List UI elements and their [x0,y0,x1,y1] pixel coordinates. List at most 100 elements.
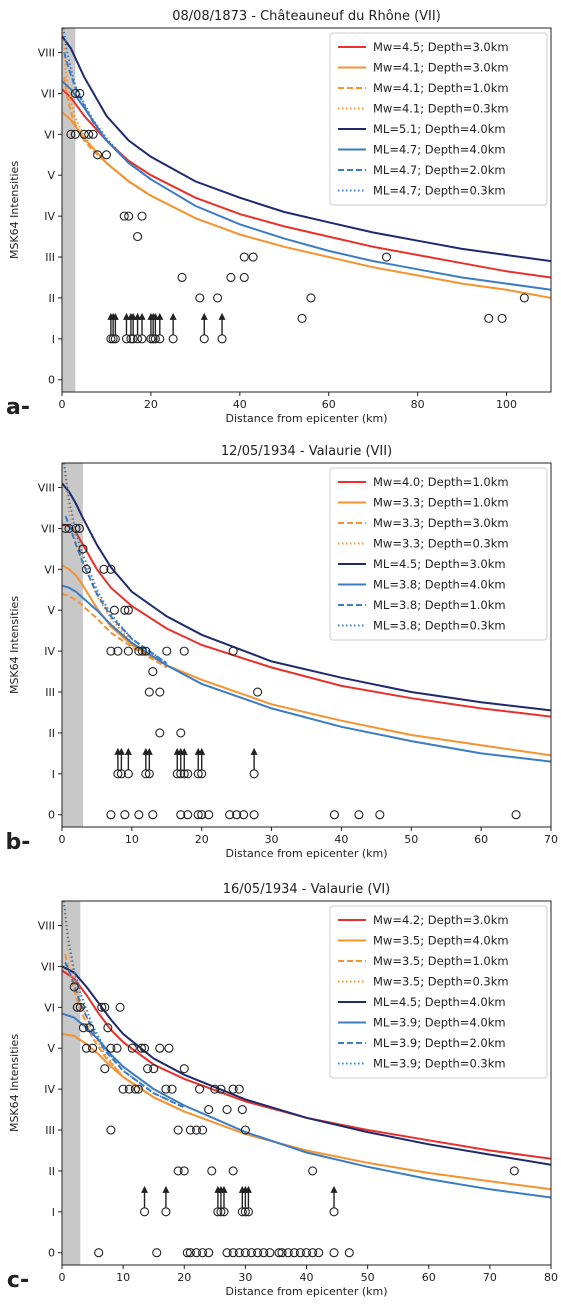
observation-point [297,313,307,323]
observation-point [64,523,74,533]
series-line-6 [62,584,551,763]
series-line-6 [62,1012,551,1199]
censored-arrow-head [250,747,258,755]
observation-point [182,1248,192,1258]
observation-point [130,1084,140,1094]
series-line-1 [62,88,551,279]
observation-point [124,1084,134,1094]
legend-label-3: Mw=3.5; Depth=1.0km [373,954,509,968]
censored-arrow-head [200,312,208,320]
observation-point [354,810,364,820]
legend-label-7: ML=4.7; Depth=2.0km [373,163,506,177]
observation-point [511,810,521,820]
legend: Mw=4.2; Depth=3.0km Mw=3.5; Depth=4.0km Mw… [329,905,548,1079]
observation-point [106,646,116,656]
y-tick-label: VII [41,522,55,535]
observation-point [265,1248,275,1258]
legend-label-5: ML=4.5; Depth=4.0km [373,995,506,1009]
y-tick-label: IV [44,210,55,223]
observation-point [228,1166,238,1176]
chart-panel-2: 12/05/1934 - Valaurie (VII) Distance from… [6,444,558,860]
series-line-3 [62,592,168,669]
observation-point [71,523,81,533]
legend-label-6: ML=3.8; Depth=4.0km [373,578,506,592]
censored-arrow-head [134,312,142,320]
x-tick-label: 70 [483,1271,497,1284]
observation-point [94,1248,104,1258]
observation-point [79,129,89,139]
observation-point [207,1166,217,1176]
observation-point [497,313,507,323]
observation-point [137,646,147,656]
observation-point [123,605,133,615]
observation-point [344,1248,354,1258]
series-line-8 [63,463,168,665]
chart-panel-3: 16/05/1934 - Valaurie (VI) Distance from … [7,882,558,1298]
x-tick-label: 50 [404,833,418,846]
plot-frame [61,900,552,1266]
y-tick-label: III [45,251,55,264]
series-line-6 [62,80,551,291]
observation-point [69,982,79,992]
legend-label-3: Mw=3.3; Depth=3.0km [373,516,509,530]
y-tick-label: VI [44,563,55,576]
y-tick-label: V [47,604,55,617]
series-line-5 [62,35,551,263]
observations-group [69,982,519,1258]
censored-arrow-head [330,1185,338,1193]
observation-point [148,810,158,820]
shaded-band [62,463,83,827]
censored-arrow-head [162,1185,170,1193]
observation-point [136,1043,147,1053]
censored-arrow-head [244,1185,252,1193]
legend-label-8: ML=4.7; Depth=0.3km [373,184,506,198]
x-tick-label: 100 [496,398,517,411]
observation-point [185,1125,195,1135]
observation-point [216,1084,226,1094]
observation-point [240,1248,250,1258]
observation-point [228,1084,238,1094]
x-tick-label: 40 [233,398,247,411]
observation-point [248,252,258,262]
observation-point [97,1002,107,1012]
observation-point [222,1105,232,1115]
observation-point [88,1043,98,1053]
observation-point [194,1084,205,1094]
curves-group [62,28,551,299]
observation-point [173,1166,183,1176]
censored-arrow-head [124,747,132,755]
censored-point [249,769,259,779]
y-tick-label: II [49,1165,56,1178]
observation-point [127,1043,137,1053]
observation-point [119,211,129,221]
legend-label-4: Mw=3.3; Depth=0.3km [373,537,509,551]
observation-point [234,1248,244,1258]
observation-point [253,1248,263,1258]
observation-point [66,129,76,139]
legend-label-1: Mw=4.2; Depth=3.0km [373,913,509,927]
x-tick-label: 30 [238,1271,252,1284]
observation-point [183,769,193,779]
observation-point [185,1248,195,1258]
observation-point [155,1043,165,1053]
observation-point [274,1248,284,1258]
y-tick-label: II [49,727,56,740]
observation-point [509,1166,519,1176]
y-tick-label: I [52,333,55,346]
y-tick-label: III [45,686,55,699]
observation-point [375,810,385,820]
x-tick-label: 30 [265,833,279,846]
observation-point [88,129,98,139]
x-axis-label: Distance from epicenter (km) [225,847,387,860]
chart-panel-1: 08/08/1873 - Châteauneuf du Rhône (VII) D… [6,9,552,425]
y-tick-label: 0 [48,374,55,387]
x-tick-label: 0 [59,398,66,411]
censored-point [168,334,178,344]
observation-point [100,1002,110,1012]
series-line-5 [62,482,551,712]
observation-point [101,150,112,160]
x-tick-label: 60 [322,398,336,411]
legend-label-6: ML=3.9; Depth=4.0km [373,1016,506,1030]
observation-point [134,646,144,656]
observation-point [289,1248,299,1258]
